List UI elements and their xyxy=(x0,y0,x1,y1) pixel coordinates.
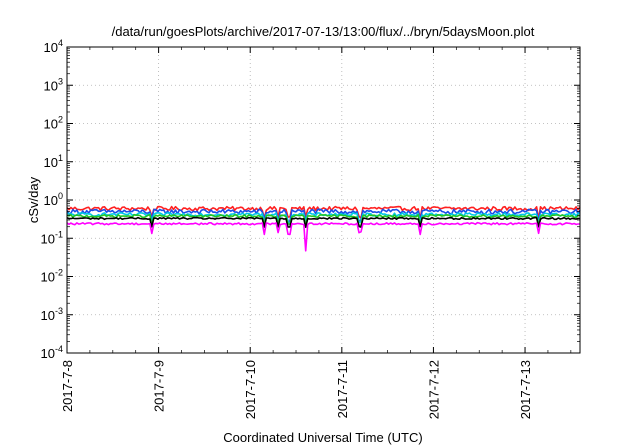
y-tick-label: 10-4 xyxy=(41,344,63,361)
series-line xyxy=(66,216,581,228)
x-tick-label: 2017-7-9 xyxy=(152,360,167,412)
chart-title: /data/run/goesPlots/archive/2017-07-13/1… xyxy=(112,24,535,39)
series-line xyxy=(66,208,581,223)
grid xyxy=(67,47,580,353)
x-tick-label: 2017-7-8 xyxy=(60,360,75,412)
y-tick-label: 10-1 xyxy=(41,229,63,246)
series-line xyxy=(66,221,580,252)
y-axis-label: cSv/day xyxy=(26,176,41,223)
x-axis-label: Coordinated Universal Time (UTC) xyxy=(223,430,422,445)
y-tick-label: 10-3 xyxy=(41,306,63,323)
y-tick-label: 100 xyxy=(44,191,63,208)
y-tick-label: 101 xyxy=(44,153,63,170)
series-layer xyxy=(66,205,581,252)
y-tick-label: 104 xyxy=(44,38,63,55)
x-tick-label: 2017-7-11 xyxy=(335,360,350,418)
x-tick-label: 2017-7-10 xyxy=(243,360,258,419)
x-tick-label: 2017-7-13 xyxy=(518,360,533,419)
y-tick-label: 102 xyxy=(44,115,63,132)
ticks: 10-4 10-3 10-2 10-1 100 101 102 103 104 2017-7-8 2… xyxy=(41,38,580,419)
y-tick-label: 103 xyxy=(44,76,63,93)
y-tick-label: 10-2 xyxy=(41,268,63,285)
x-tick-label: 2017-7-12 xyxy=(426,360,441,419)
